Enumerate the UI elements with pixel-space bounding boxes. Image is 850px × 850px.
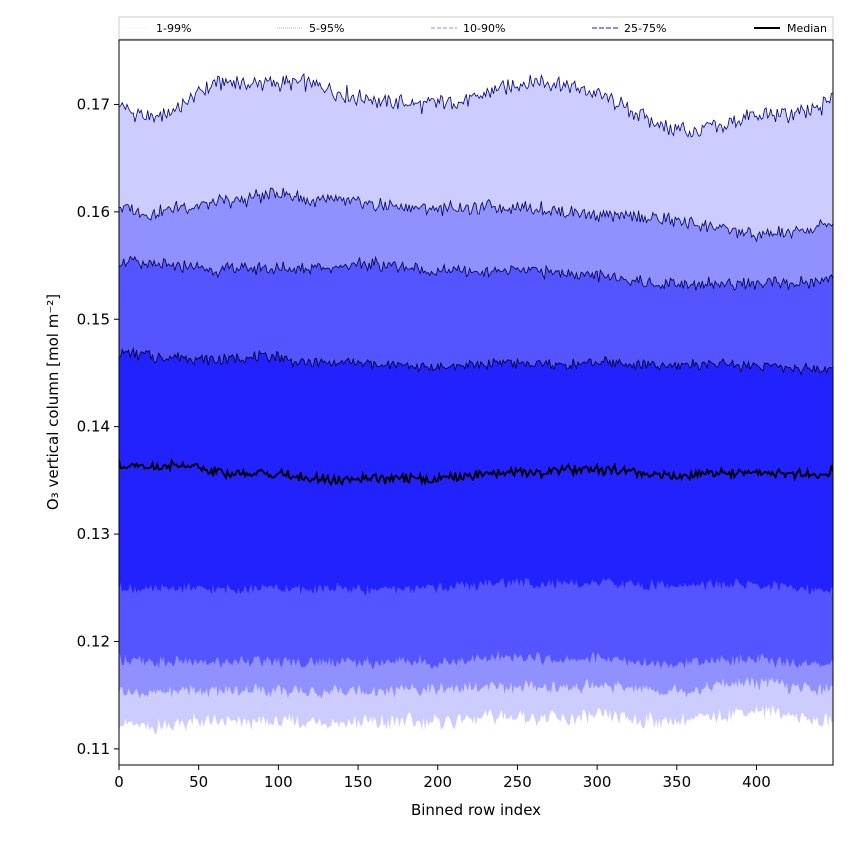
band-upper-edge-1-99% [119, 72, 833, 138]
y-axis-label: O₃ vertical column [mol m⁻²] [44, 294, 62, 510]
x-tick-label: 300 [583, 773, 612, 791]
y-tick-label: 0.15 [77, 310, 110, 328]
y-tick-label: 0.16 [77, 203, 110, 221]
band-upper-edge-25-75% [119, 346, 833, 376]
x-tick-label: 0 [114, 773, 124, 791]
percentile-bands [119, 72, 833, 735]
legend-box [118, 16, 834, 40]
x-tick-label: 200 [423, 773, 452, 791]
y-tick-label: 0.12 [77, 632, 110, 650]
y-tick-label: 0.17 [77, 95, 110, 113]
x-tick-label: 100 [264, 773, 293, 791]
x-tick-label: 350 [662, 773, 691, 791]
plot-frame [118, 39, 834, 766]
axes: 0 50 100 150 200 250 300 350 400 0.11 0.12 0.13 0.14… [77, 39, 834, 791]
band-upper-edge-10-90% [119, 255, 833, 291]
x-tick-label: 400 [742, 773, 771, 791]
legend-label: 1-99% [156, 22, 191, 35]
y-tick-label: 0.14 [77, 418, 110, 436]
band-upper-edge-5-95% [119, 187, 833, 243]
legend: 1-99% 5-95% 10-90% 25-75% Median [118, 16, 834, 40]
x-tick-label: 50 [189, 773, 208, 791]
median-line [119, 458, 833, 487]
x-tick-label: 250 [503, 773, 532, 791]
legend-label: Median [787, 22, 827, 35]
legend-label: 10-90% [463, 22, 505, 35]
x-tick-label: 150 [344, 773, 373, 791]
legend-label: 5-95% [309, 22, 344, 35]
y-tick-label: 0.11 [77, 740, 110, 758]
y-tick-label: 0.13 [77, 525, 110, 543]
legend-label: 25-75% [624, 22, 666, 35]
x-axis-label: Binned row index [411, 801, 541, 819]
